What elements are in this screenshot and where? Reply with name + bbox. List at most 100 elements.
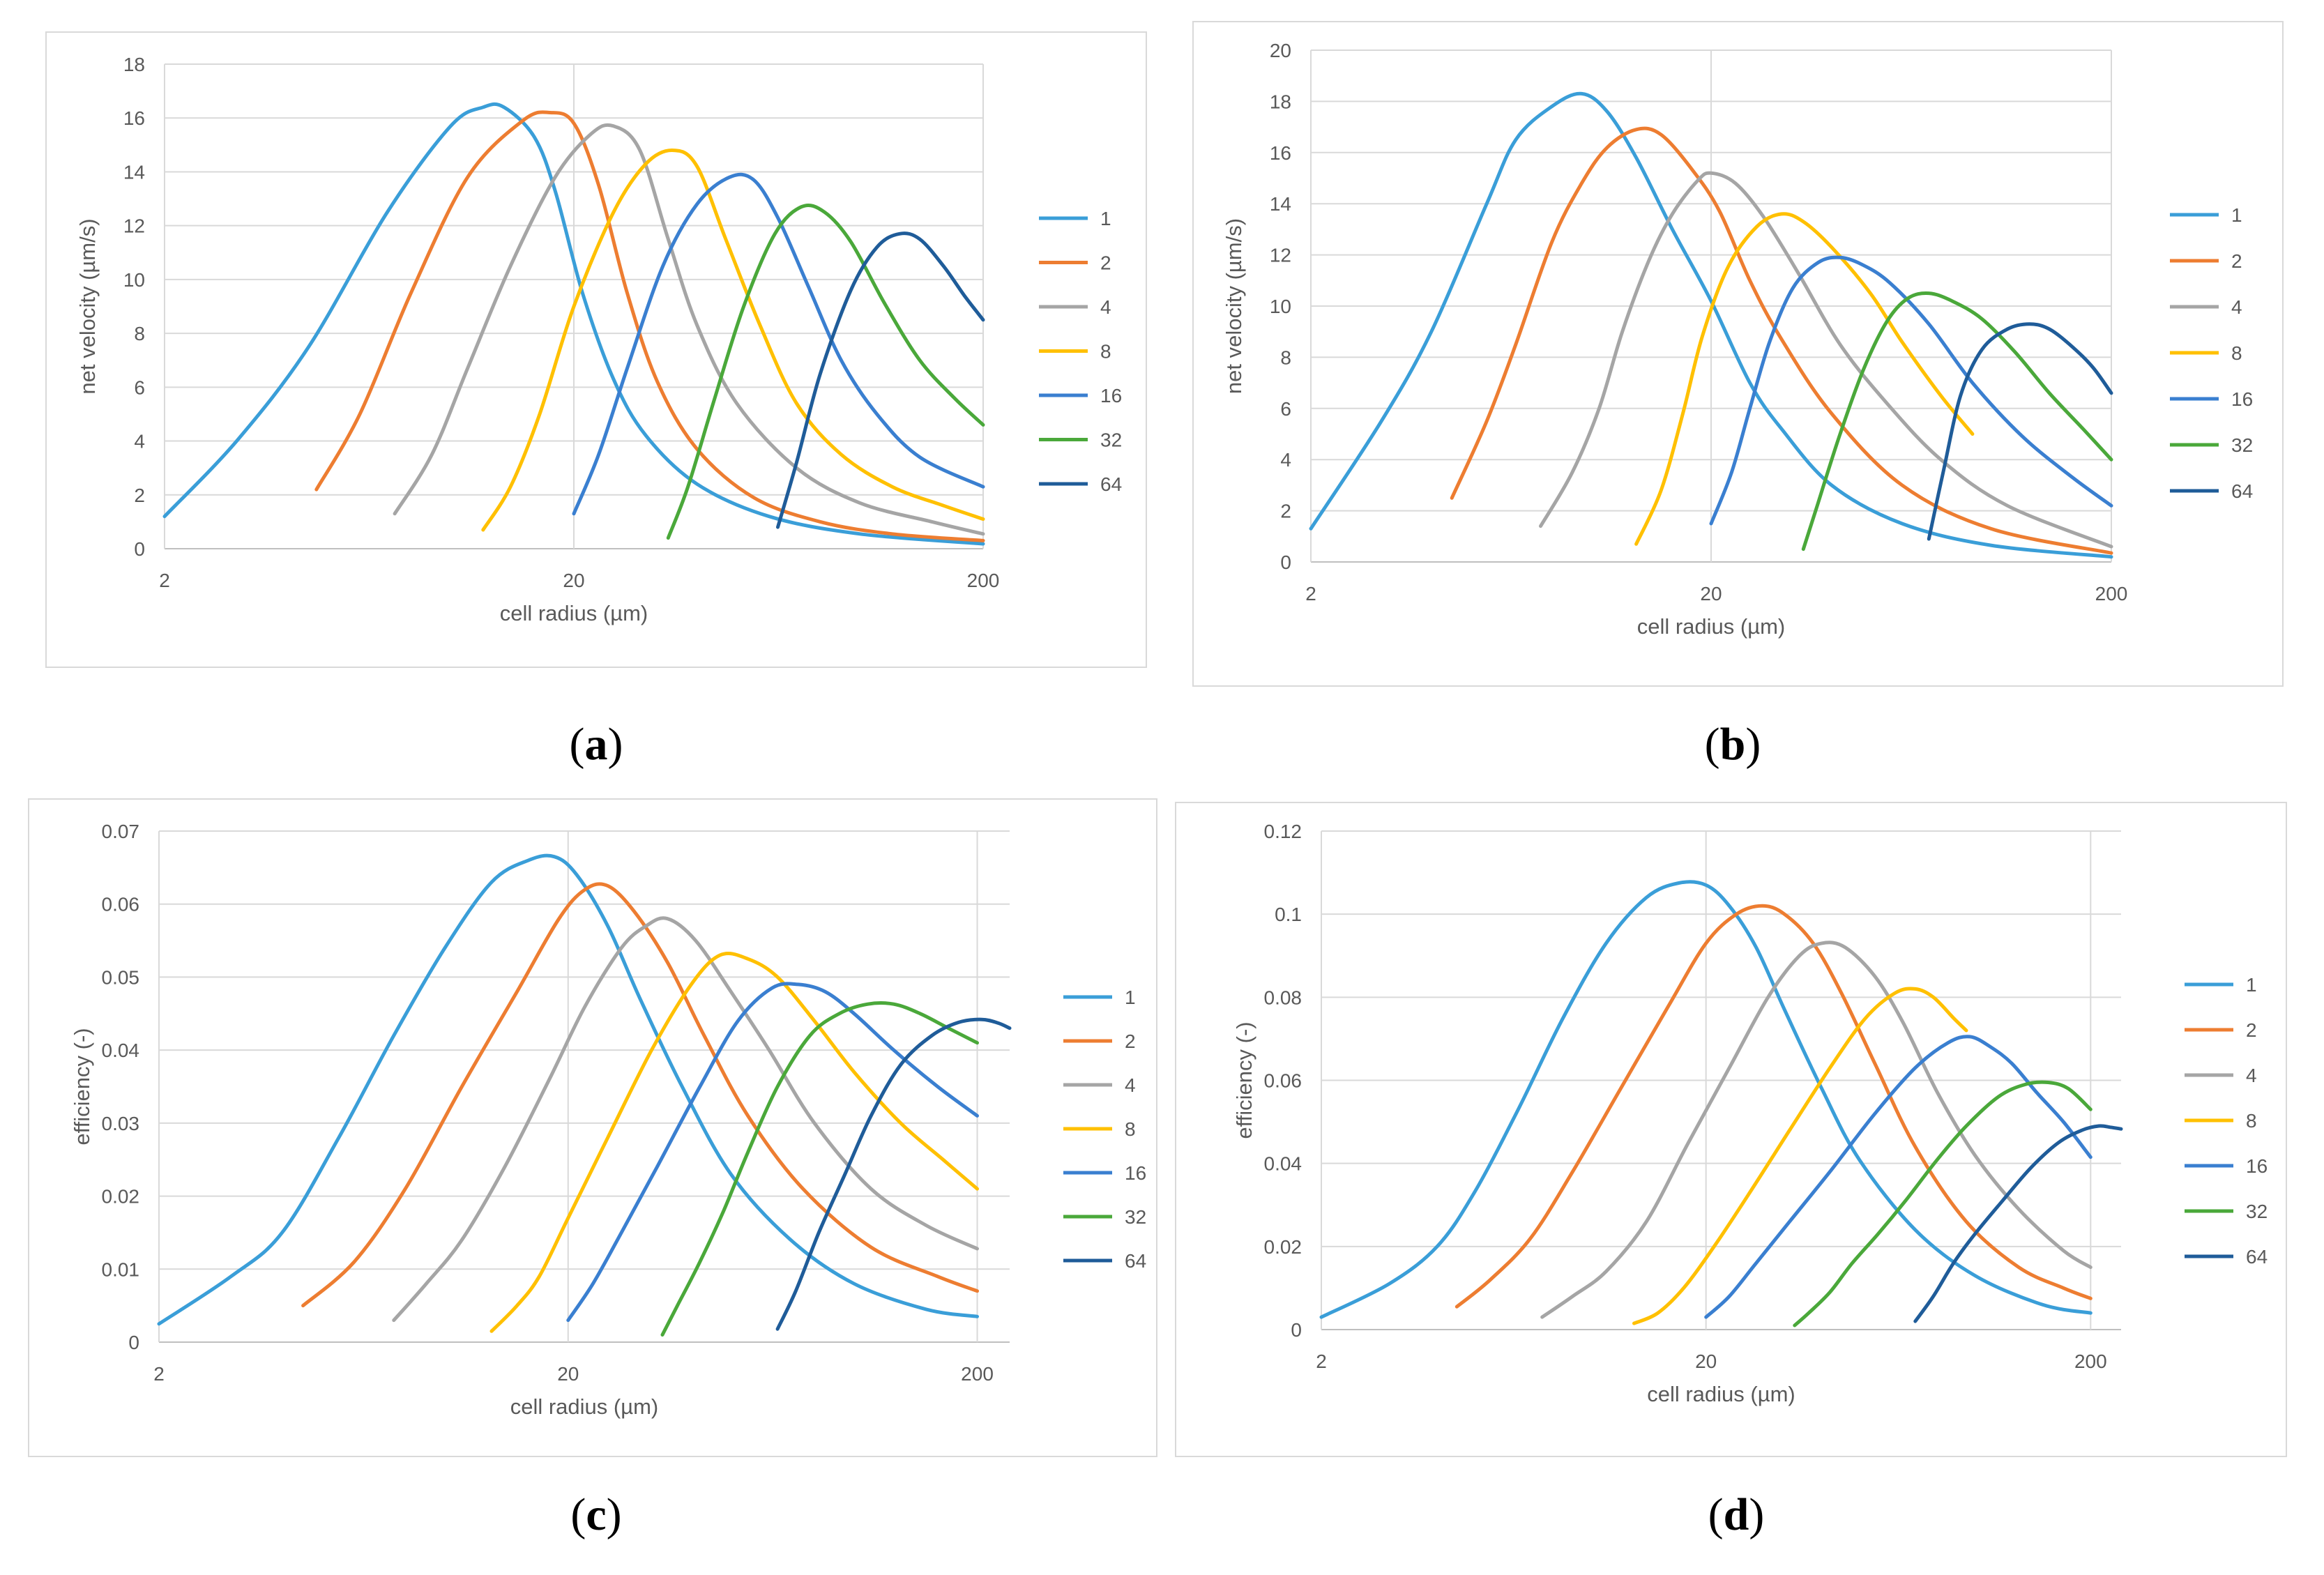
panel-a-legend-label: 64: [1100, 473, 1122, 495]
panel-c-ytick-label: 0.02: [102, 1186, 140, 1208]
panel-b-yaxis-title: net velocity (µm/s): [1222, 218, 1246, 394]
panel-a-ytick-label: 18: [123, 54, 145, 75]
panel-d-series-1-line: [1319, 880, 2093, 1319]
panel-c-ytick-label: 0: [128, 1332, 139, 1353]
panel-c-series-1-line: [157, 853, 979, 1326]
panel-d-legend-label: 4: [2246, 1065, 2257, 1086]
panel-b-legend-label: 8: [2231, 342, 2242, 364]
panel-c-xtick-label: 2: [153, 1363, 165, 1385]
panel-d-yaxis-title: efficiency (-): [1232, 1021, 1256, 1139]
panel-a-ytick-label: 8: [134, 323, 145, 344]
panel-c-ytick-label: 0.03: [102, 1113, 140, 1134]
panel-a-series-32-line: [666, 203, 985, 540]
panel-a-legend-label: 4: [1100, 296, 1111, 318]
panel-a-legend-label: 2: [1100, 252, 1111, 274]
panel-d-series-64-line: [1913, 1124, 2123, 1323]
panel-a-caption: (a): [569, 719, 623, 770]
panel-c-ytick-label: 0.01: [102, 1258, 140, 1280]
panel-b-ytick-label: 14: [1270, 193, 1291, 215]
panel-d-ytick-label: 0.06: [1264, 1070, 1302, 1092]
panel-d-legend-label: 8: [2246, 1110, 2257, 1132]
panel-c-legend-label: 32: [1125, 1206, 1146, 1228]
panel-b-ytick-label: 0: [1280, 551, 1291, 573]
panel-b-xtick-label: 20: [1700, 583, 1722, 604]
panel-a-legend-label: 8: [1100, 341, 1111, 363]
panel-c-xaxis-title: cell radius (µm): [510, 1394, 659, 1419]
panel-c-letter: c: [586, 1489, 607, 1540]
panel-a-xtick-label: 20: [563, 570, 584, 591]
panel-c-legend-label: 4: [1125, 1074, 1136, 1096]
panel-b-ytick-label: 16: [1270, 142, 1291, 164]
panel-c-series-4-line: [392, 916, 979, 1323]
panel-d-ytick-label: 0: [1291, 1319, 1302, 1341]
panel-d-ytick-label: 0.04: [1264, 1153, 1302, 1175]
panel-d-series-2-line: [1455, 904, 2093, 1309]
panel-d-ytick-label: 0.1: [1275, 904, 1302, 925]
panel-b-caption: (b): [1704, 719, 1761, 770]
panel-b-series-1-line: [1309, 91, 2113, 559]
panel-d-letter: d: [1723, 1489, 1749, 1540]
panel-b-series-64-line: [1927, 322, 2113, 541]
panel-d-legend-label: 32: [2246, 1201, 2268, 1222]
panel-b-ytick-label: 4: [1280, 449, 1291, 471]
panel-b-series-4-line: [1539, 171, 2113, 549]
panel-b-series-2-line: [1450, 126, 2113, 555]
panel-c-series-8-line: [489, 952, 979, 1333]
panel-b-legend-label: 16: [2231, 388, 2253, 410]
panel-a-ytick-label: 12: [123, 215, 145, 237]
panel-d-xaxis-title: cell radius (µm): [1647, 1382, 1795, 1406]
panel-c-ytick-label: 0.06: [102, 894, 140, 915]
panel-a-xtick-label: 200: [967, 570, 1000, 591]
panel-d-legend-label: 1: [2246, 974, 2257, 996]
panel-a-ytick-label: 10: [123, 269, 145, 291]
panel-a-legend-label: 16: [1100, 385, 1122, 406]
panel-a-ytick-label: 16: [123, 107, 145, 129]
panel-a-xtick-label: 2: [159, 570, 170, 591]
panel-c-legend-label: 1: [1125, 987, 1136, 1008]
panel-b-legend-label: 2: [2231, 250, 2242, 272]
panel-c-legend-label: 2: [1125, 1030, 1136, 1052]
panel-a-legend-label: 32: [1100, 429, 1122, 451]
panel-d-ytick-label: 0.12: [1264, 821, 1302, 842]
panel-d-frame: [1175, 802, 2287, 1457]
panel-a-ytick-label: 6: [134, 376, 145, 398]
panel-a-frame: [45, 31, 1147, 668]
panel-a-ytick-label: 2: [134, 485, 145, 506]
panel-b-ytick-label: 18: [1270, 91, 1291, 112]
panel-c-legend-label: 16: [1125, 1162, 1146, 1184]
panel-c-series-64-line: [775, 1017, 1012, 1331]
panel-d-legend-label: 16: [2246, 1155, 2268, 1177]
panel-d-series-16-line: [1704, 1035, 2093, 1319]
panel-c-frame: [28, 798, 1157, 1457]
panel-b-xaxis-title: cell radius (µm): [1637, 614, 1786, 639]
panel-b-series-16-line: [1709, 255, 2113, 526]
panel-b-legend-label: 4: [2231, 296, 2242, 318]
panel-b-letter: b: [1719, 719, 1746, 770]
panel-c-yaxis-title: efficiency (-): [70, 1028, 94, 1145]
panel-b-legend-label: 1: [2231, 204, 2242, 226]
panel-a-series-1-line: [162, 102, 985, 546]
panel-a-letter: a: [584, 719, 608, 770]
panel-a-series-16-line: [572, 172, 985, 516]
panel-a-legend-label: 1: [1100, 208, 1111, 229]
panel-a-ytick-label: 4: [134, 431, 145, 452]
panel-d-legend-label: 64: [2246, 1246, 2268, 1268]
panel-d-ytick-label: 0.08: [1264, 987, 1302, 1008]
panel-c-xtick-label: 200: [961, 1363, 994, 1385]
panel-c-legend-label: 64: [1125, 1250, 1146, 1272]
panel-c-caption: (c): [570, 1489, 622, 1540]
panel-a-ytick-label: 0: [134, 538, 145, 560]
panel-c-series-16-line: [566, 982, 979, 1323]
panel-c-series-32-line: [660, 1000, 979, 1337]
panel-a-series-64-line: [776, 231, 985, 529]
panel-d-caption: (d): [1708, 1489, 1765, 1540]
panel-b-ytick-label: 10: [1270, 296, 1291, 317]
panel-d-series-8-line: [1632, 987, 1968, 1325]
panel-a-series-8-line: [481, 149, 985, 532]
panel-c-xtick-label: 20: [557, 1363, 579, 1385]
panel-b-xtick-label: 200: [2095, 583, 2128, 604]
panel-c-ytick-label: 0.07: [102, 821, 140, 842]
panel-b-legend-label: 32: [2231, 434, 2253, 456]
panel-d-series-32-line: [1793, 1080, 2093, 1327]
